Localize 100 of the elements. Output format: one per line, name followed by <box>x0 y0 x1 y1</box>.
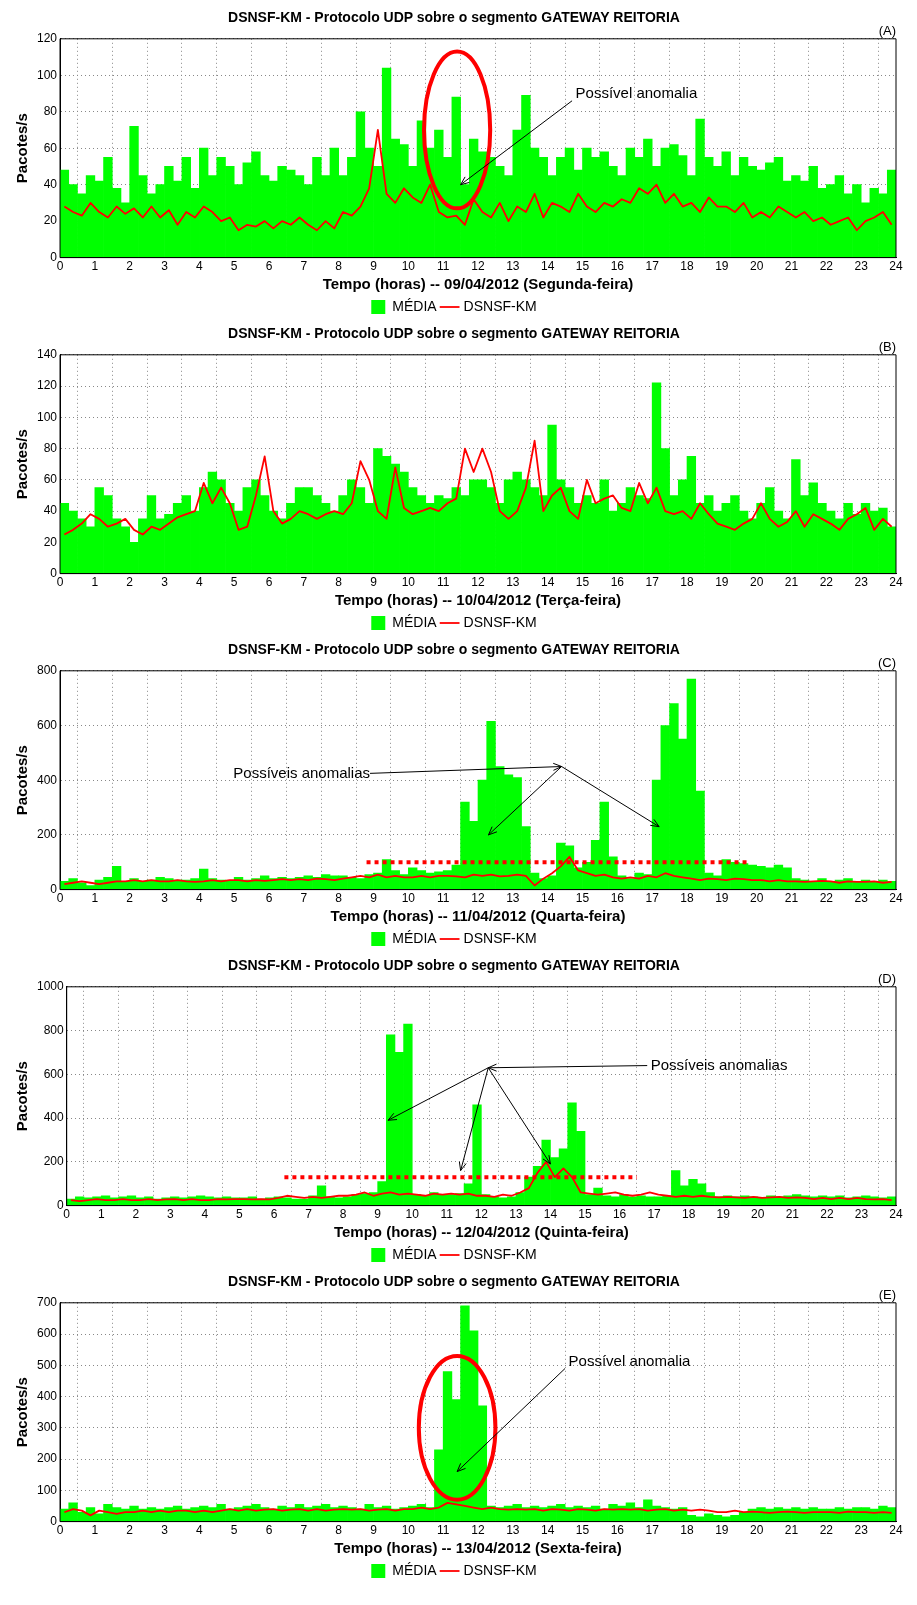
x-tick-label: 6 <box>265 891 273 906</box>
x-tick-label: 11 <box>436 575 450 590</box>
x-tick-label: 21 <box>784 891 799 906</box>
x-tick-label: 24 <box>889 259 903 274</box>
x-tick-label: 18 <box>680 259 694 274</box>
x-tick-label: 21 <box>784 259 799 274</box>
y-axis-title: Pacotes/s <box>13 113 31 184</box>
x-tick-label: 1 <box>91 1523 99 1538</box>
y-tick-label: 20 <box>43 534 58 549</box>
x-tick-label: 4 <box>201 1207 209 1222</box>
legend-label: MÉDIA <box>392 297 438 314</box>
x-tick-label: 4 <box>196 259 204 274</box>
y-axis-title: Pacotes/s <box>13 745 31 816</box>
x-tick-label: 15 <box>575 259 590 274</box>
y-tick-label: 0 <box>57 1197 65 1212</box>
x-tick-label: 6 <box>265 1523 273 1538</box>
x-tick-label: 8 <box>335 1523 343 1538</box>
y-tick-label: 400 <box>36 1388 58 1403</box>
x-tick-label: 9 <box>370 259 378 274</box>
x-tick-label: 24 <box>889 891 903 906</box>
x-tick-label: 13 <box>506 891 520 906</box>
x-tick-label: 10 <box>405 1207 420 1222</box>
legend-label: DSNSF-KM <box>463 1245 537 1262</box>
x-tick-label: 24 <box>889 1523 903 1538</box>
y-tick-label: 1000 <box>36 979 65 994</box>
x-tick-label: 14 <box>541 891 555 906</box>
x-tick-label: 12 <box>471 1523 485 1538</box>
x-tick-label: 8 <box>339 1207 347 1222</box>
text: (A) <box>878 22 896 38</box>
y-tick-label: 20 <box>43 213 58 228</box>
x-tick-label: 18 <box>680 891 694 906</box>
x-tick-label: 20 <box>749 259 764 274</box>
x-tick-label: 3 <box>167 1207 175 1222</box>
y-tick-label: 600 <box>36 717 58 732</box>
x-tick-label: 10 <box>401 575 416 590</box>
x-axis-title: Tempo (horas) -- 09/04/2012 (Segunda-feira) <box>322 275 634 293</box>
x-tick-label: 21 <box>784 575 799 590</box>
x-tick-label: 3 <box>161 259 169 274</box>
x-tick-label: 13 <box>506 1523 520 1538</box>
y-tick-label: 80 <box>43 104 58 119</box>
legend-label: DSNSF-KM <box>463 1561 537 1578</box>
legend-label: DSNSF-KM <box>463 929 537 946</box>
x-tick-label: 7 <box>300 1523 308 1538</box>
x-tick-label: 20 <box>751 1207 765 1222</box>
chart-title: DSNSF-KM - Protocolo UDP sobre o segmento GATEWAY REITORIA <box>228 1273 680 1290</box>
y-tick-label: 100 <box>36 409 58 424</box>
x-tick-label: 15 <box>575 1523 590 1538</box>
x-tick-label: 14 <box>541 1523 555 1538</box>
x-tick-label: 23 <box>854 1523 869 1538</box>
annotation: Possíveis anomalias <box>233 763 371 781</box>
x-tick-label: 9 <box>370 575 378 590</box>
x-tick-label: 24 <box>889 575 903 590</box>
x-tick-label: 1 <box>97 1207 105 1222</box>
x-tick-label: 14 <box>541 259 555 274</box>
y-tick-label: 60 <box>43 140 58 155</box>
x-tick-label: 7 <box>300 891 308 906</box>
x-tick-label: 12 <box>474 1207 489 1222</box>
x-tick-label: 8 <box>335 259 343 274</box>
x-tick-label: 17 <box>647 1207 662 1222</box>
y-tick-label: 40 <box>43 503 58 518</box>
x-tick-label: 2 <box>126 1523 134 1538</box>
x-tick-label: 12 <box>471 259 485 274</box>
x-tick-label: 21 <box>784 1523 799 1538</box>
x-tick-label: 19 <box>715 259 729 274</box>
x-tick-label: 7 <box>305 1207 313 1222</box>
x-tick-label: 3 <box>161 575 169 590</box>
chart-title: DSNSF-KM - Protocolo UDP sobre o segmento GATEWAY REITORIA <box>228 325 680 342</box>
chart-title: DSNSF-KM - Protocolo UDP sobre o segmento GATEWAY REITORIA <box>228 9 680 26</box>
x-tick-label: 16 <box>612 1207 627 1222</box>
x-tick-label: 13 <box>506 575 520 590</box>
x-tick-label: 18 <box>681 1207 696 1222</box>
legend-label: MÉDIA <box>392 929 438 946</box>
x-tick-label: 5 <box>230 891 238 906</box>
x-axis-title: Tempo (horas) -- 10/04/2012 (Terça-feira) <box>334 591 622 609</box>
legend-label: MÉDIA <box>392 1561 438 1578</box>
x-tick-label: 2 <box>132 1207 140 1222</box>
x-tick-label: 16 <box>610 259 625 274</box>
x-tick-label: 19 <box>716 1207 731 1222</box>
x-tick-label: 10 <box>401 891 416 906</box>
x-axis-title: Tempo (horas) -- 11/04/2012 (Quarta-feira) <box>330 907 626 925</box>
y-tick-label: 300 <box>36 1420 58 1435</box>
chart-title: DSNSF-KM - Protocolo UDP sobre o segmento GATEWAY REITORIA <box>228 957 680 974</box>
x-tick-label: 13 <box>509 1207 523 1222</box>
x-tick-label: 17 <box>645 259 660 274</box>
x-tick-label: 5 <box>230 1523 238 1538</box>
x-tick-label: 18 <box>680 1523 694 1538</box>
y-tick-label: 800 <box>43 1022 65 1037</box>
x-tick-label: 11 <box>436 259 450 274</box>
annotation: Possível anomalia <box>568 1352 691 1370</box>
legend-label: MÉDIA <box>392 613 438 630</box>
y-tick-label: 600 <box>36 1326 58 1341</box>
x-tick-label: 9 <box>370 891 378 906</box>
y-tick-label: 0 <box>50 565 58 580</box>
x-tick-label: 4 <box>196 575 204 590</box>
x-tick-label: 2 <box>126 891 134 906</box>
annotation: Possíveis anomalias <box>650 1055 788 1073</box>
y-tick-label: 140 <box>36 347 58 362</box>
x-tick-label: 22 <box>819 575 834 590</box>
x-tick-label: 9 <box>370 1523 378 1538</box>
x-tick-label: 22 <box>819 259 834 274</box>
